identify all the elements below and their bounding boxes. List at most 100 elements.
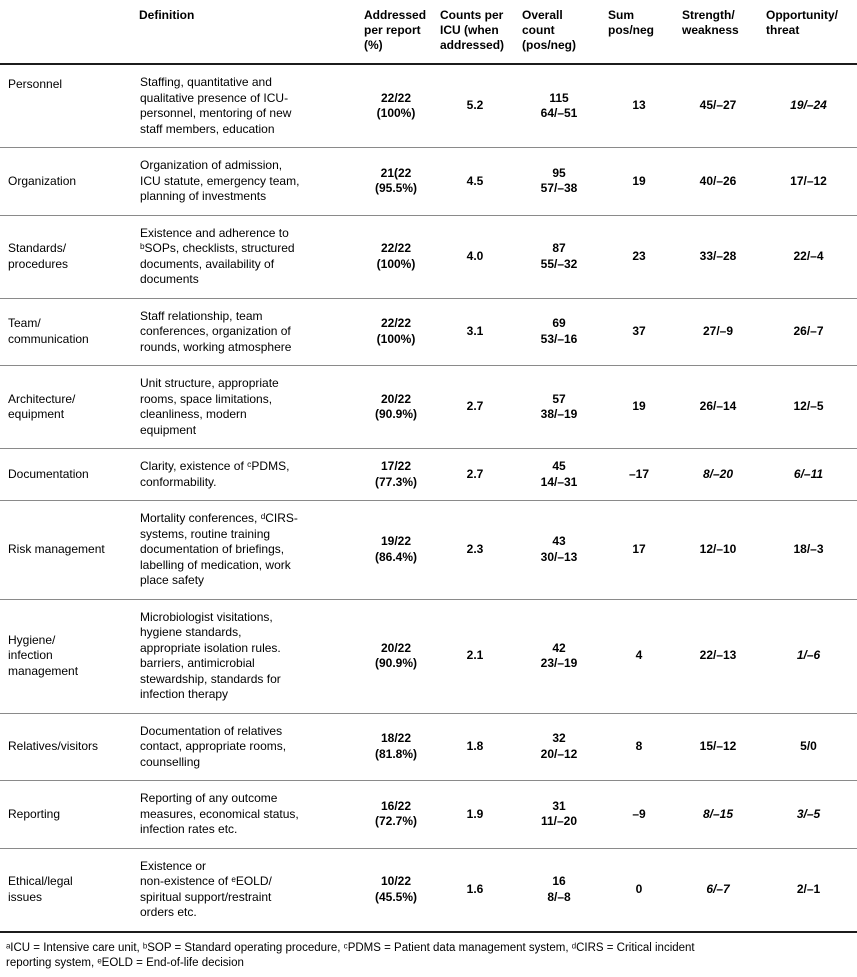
row-sum-pos-neg: 19 — [602, 365, 676, 449]
row-counts-per-icu: 2.7 — [434, 448, 516, 501]
row-counts-per-icu: 2.1 — [434, 599, 516, 714]
row-overall-count: 69 53/–16 — [516, 298, 602, 366]
row-counts-per-icu: 3.1 — [434, 298, 516, 366]
row-opportunity-threat: 1/–6 — [760, 599, 857, 714]
row-strength-weakness: 6/–7 — [676, 848, 760, 933]
row-sum-pos-neg: 23 — [602, 215, 676, 299]
row-opportunity-threat: 2/–1 — [760, 848, 857, 933]
table-header: Definition Addressed per report (%) Coun… — [0, 4, 857, 65]
row-addressed-per-report: 19/22 (86.4%) — [358, 500, 434, 600]
row-category: Organization — [0, 147, 133, 216]
row-definition: Existence and adherence to ᵇSOPs, checkl… — [133, 215, 358, 299]
header-strength-weakness: Strength/ weakness — [676, 4, 760, 65]
row-strength-weakness: 15/–12 — [676, 713, 760, 781]
row-overall-count: 45 14/–31 — [516, 448, 602, 501]
row-strength-weakness: 40/–26 — [676, 147, 760, 216]
row-addressed-per-report: 18/22 (81.8%) — [358, 713, 434, 781]
row-counts-per-icu: 5.2 — [434, 64, 516, 148]
row-category: Risk management — [0, 500, 133, 600]
table-row: Documentation Clarity, existence of ᶜPDM… — [0, 448, 857, 501]
table-row: Personnel Staffing, quantitative and qua… — [0, 64, 857, 148]
row-addressed-per-report: 17/22 (77.3%) — [358, 448, 434, 501]
row-category: Standards/ procedures — [0, 215, 133, 299]
row-opportunity-threat: 19/–24 — [760, 64, 857, 148]
swot-category-table: Definition Addressed per report (%) Coun… — [0, 4, 857, 933]
row-definition: Reporting of any outcome measures, econo… — [133, 780, 358, 849]
row-opportunity-threat: 26/–7 — [760, 298, 857, 366]
row-opportunity-threat: 6/–11 — [760, 448, 857, 501]
row-overall-count: 115 64/–51 — [516, 64, 602, 148]
row-strength-weakness: 22/–13 — [676, 599, 760, 714]
row-opportunity-threat: 22/–4 — [760, 215, 857, 299]
row-overall-count: 42 23/–19 — [516, 599, 602, 714]
row-counts-per-icu: 2.3 — [434, 500, 516, 600]
row-counts-per-icu: 1.6 — [434, 848, 516, 933]
row-addressed-per-report: 20/22 (90.9%) — [358, 599, 434, 714]
row-overall-count: 57 38/–19 — [516, 365, 602, 449]
row-strength-weakness: 8/–20 — [676, 448, 760, 501]
row-overall-count: 16 8/–8 — [516, 848, 602, 933]
row-overall-count: 43 30/–13 — [516, 500, 602, 600]
row-strength-weakness: 27/–9 — [676, 298, 760, 366]
header-opportunity-threat: Opportunity/ threat — [760, 4, 857, 65]
row-counts-per-icu: 1.8 — [434, 713, 516, 781]
row-overall-count: 95 57/–38 — [516, 147, 602, 216]
table-row: Risk management Mortality conferences, ᵈ… — [0, 500, 857, 600]
row-definition: Staffing, quantitative and qualitative p… — [133, 64, 358, 148]
row-addressed-per-report: 10/22 (45.5%) — [358, 848, 434, 933]
row-opportunity-threat: 12/–5 — [760, 365, 857, 449]
row-category: Personnel — [0, 64, 133, 148]
table-row: Reporting Reporting of any outcome measu… — [0, 780, 857, 849]
row-strength-weakness: 8/–15 — [676, 780, 760, 849]
row-definition: Documentation of relatives contact, appr… — [133, 713, 358, 781]
row-addressed-per-report: 16/22 (72.7%) — [358, 780, 434, 849]
table-row: Team/ communication Staff relationship, … — [0, 298, 857, 366]
row-addressed-per-report: 21(22 (95.5%) — [358, 147, 434, 216]
row-opportunity-threat: 3/–5 — [760, 780, 857, 849]
header-addressed-per-report: Addressed per report (%) — [358, 4, 434, 65]
header-sum-pos-neg: Sum pos/neg — [602, 4, 676, 65]
row-addressed-per-report: 20/22 (90.9%) — [358, 365, 434, 449]
table-footnote: ᵃICU = Intensive care unit, ᵇSOP = Stand… — [6, 941, 695, 969]
row-addressed-per-report: 22/22 (100%) — [358, 298, 434, 366]
row-category: Ethical/legal issues — [0, 848, 133, 933]
row-definition: Existence or non-existence of ᵉEOLD/ spi… — [133, 848, 358, 933]
row-sum-pos-neg: 4 — [602, 599, 676, 714]
table-row: Organization Organization of admission, … — [0, 147, 857, 216]
table-row: Ethical/legal issues Existence or non-ex… — [0, 848, 857, 933]
row-addressed-per-report: 22/22 (100%) — [358, 64, 434, 148]
row-sum-pos-neg: –17 — [602, 448, 676, 501]
table-row: Standards/ procedures Existence and adhe… — [0, 215, 857, 299]
header-definition: Definition — [133, 4, 358, 65]
row-category: Team/ communication — [0, 298, 133, 366]
row-opportunity-threat: 18/–3 — [760, 500, 857, 600]
row-overall-count: 32 20/–12 — [516, 713, 602, 781]
row-sum-pos-neg: 8 — [602, 713, 676, 781]
row-overall-count: 31 11/–20 — [516, 780, 602, 849]
row-counts-per-icu: 4.0 — [434, 215, 516, 299]
row-strength-weakness: 45/–27 — [676, 64, 760, 148]
row-strength-weakness: 33/–28 — [676, 215, 760, 299]
row-category: Relatives/visitors — [0, 713, 133, 781]
row-strength-weakness: 12/–10 — [676, 500, 760, 600]
row-definition: Organization of admission, ICU statute, … — [133, 147, 358, 216]
row-sum-pos-neg: 19 — [602, 147, 676, 216]
row-sum-pos-neg: –9 — [602, 780, 676, 849]
row-definition: Clarity, existence of ᶜPDMS, conformabil… — [133, 448, 358, 501]
header-category — [0, 4, 133, 65]
row-counts-per-icu: 1.9 — [434, 780, 516, 849]
row-sum-pos-neg: 37 — [602, 298, 676, 366]
row-strength-weakness: 26/–14 — [676, 365, 760, 449]
row-overall-count: 87 55/–32 — [516, 215, 602, 299]
table-body: Personnel Staffing, quantitative and qua… — [0, 64, 857, 933]
row-opportunity-threat: 5/0 — [760, 713, 857, 781]
header-counts-per-icu: Counts per ICU (when addressed) — [434, 4, 516, 65]
row-definition: Mortality conferences, ᵈCIRS- systems, r… — [133, 500, 358, 600]
row-counts-per-icu: 4.5 — [434, 147, 516, 216]
row-category: Architecture/ equipment — [0, 365, 133, 449]
header-overall-count: Overall count (pos/neg) — [516, 4, 602, 65]
row-definition: Microbiologist visitations, hygiene stan… — [133, 599, 358, 714]
table-header-row: Definition Addressed per report (%) Coun… — [0, 4, 857, 65]
table-row: Relatives/visitors Documentation of rela… — [0, 713, 857, 781]
